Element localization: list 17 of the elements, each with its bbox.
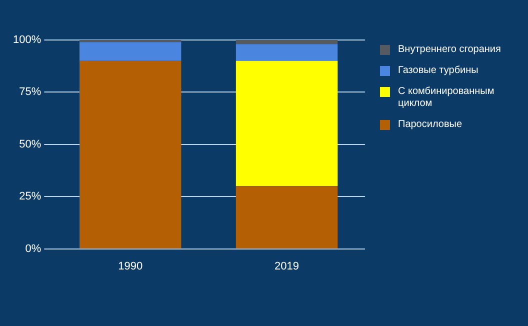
y-tick-label: 75% (19, 86, 42, 98)
bar (236, 60, 338, 186)
x-tick-label: 2019 (274, 260, 300, 272)
legend-label: С комбинированным циклом (398, 86, 496, 110)
y-tick-label: 0% (25, 242, 42, 255)
bar (236, 44, 338, 61)
legend-label: Паросиловые (398, 119, 462, 131)
bar (80, 60, 182, 248)
legend-label: Внутреннего сгорания (398, 44, 501, 56)
y-tick-label: 25% (19, 190, 42, 203)
bar (236, 40, 338, 44)
bar (80, 42, 182, 61)
x-tick-label: 1990 (118, 260, 143, 272)
bar (236, 186, 338, 248)
legend-label: Газовые турбины (398, 65, 478, 77)
y-tick-label: 100% (12, 34, 42, 46)
y-tick-label: 50% (19, 138, 42, 150)
